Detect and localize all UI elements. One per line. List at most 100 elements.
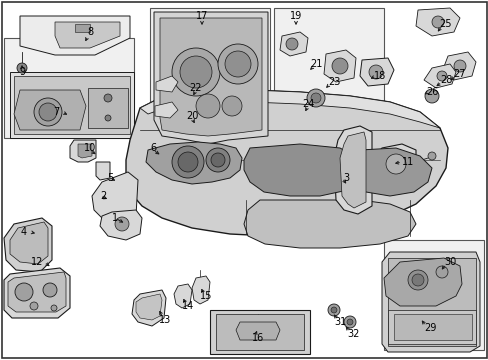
Circle shape [330,307,336,313]
Text: 1: 1 [112,213,118,223]
Circle shape [435,266,447,278]
Bar [209,310,309,354]
Polygon shape [136,294,162,320]
Circle shape [431,16,443,28]
Circle shape [285,38,297,50]
Polygon shape [415,8,459,36]
Circle shape [218,44,258,84]
Circle shape [407,270,427,290]
Polygon shape [280,32,307,56]
Polygon shape [423,64,455,88]
Text: 26: 26 [425,87,437,97]
Polygon shape [70,140,96,162]
Circle shape [180,56,212,88]
Polygon shape [174,284,192,308]
Text: 17: 17 [195,11,208,21]
Bar [216,314,304,350]
Text: 16: 16 [251,333,264,343]
Text: 30: 30 [443,257,455,267]
Polygon shape [339,132,365,208]
Polygon shape [88,88,128,128]
Polygon shape [154,12,267,144]
Circle shape [172,48,220,96]
Circle shape [17,63,27,73]
Bar [4,38,134,138]
Circle shape [306,89,325,107]
Circle shape [105,115,111,121]
Text: 5: 5 [107,173,113,183]
Circle shape [385,154,405,174]
Circle shape [51,305,57,311]
Text: 8: 8 [87,27,93,37]
Circle shape [310,93,320,103]
Text: 19: 19 [289,11,302,21]
Text: 6: 6 [150,143,156,153]
Polygon shape [20,16,130,55]
Polygon shape [10,72,134,138]
Text: 4: 4 [21,227,27,237]
Polygon shape [14,76,130,134]
Circle shape [172,146,203,178]
Circle shape [104,94,112,102]
Text: 31: 31 [333,317,346,327]
Text: 15: 15 [200,291,212,301]
Polygon shape [92,172,138,224]
Circle shape [34,98,62,126]
Circle shape [39,103,57,121]
Polygon shape [324,50,355,82]
Circle shape [210,153,224,167]
Circle shape [327,304,339,316]
Bar [273,8,383,116]
Text: 13: 13 [159,315,171,325]
Polygon shape [140,90,439,128]
Text: 28: 28 [439,75,451,85]
Circle shape [427,152,435,160]
Polygon shape [75,24,90,32]
Polygon shape [4,218,52,272]
Text: 27: 27 [453,69,465,79]
Circle shape [196,94,220,118]
Text: 22: 22 [189,83,202,93]
Bar [150,8,269,140]
Text: 2: 2 [100,191,106,201]
Circle shape [224,51,250,77]
Polygon shape [371,144,415,180]
Polygon shape [14,90,86,130]
Polygon shape [349,148,431,196]
Text: 12: 12 [31,257,43,267]
Circle shape [453,60,465,72]
Circle shape [346,319,352,325]
Polygon shape [126,90,447,236]
Polygon shape [8,272,66,312]
Circle shape [411,274,423,286]
Circle shape [205,148,229,172]
Polygon shape [146,142,242,184]
Text: 20: 20 [185,111,198,121]
Circle shape [436,71,446,81]
Polygon shape [96,162,110,180]
Bar [387,258,475,346]
Circle shape [178,152,198,172]
Circle shape [424,89,438,103]
Polygon shape [100,210,142,240]
Polygon shape [192,276,209,304]
Bar [383,240,483,350]
Circle shape [115,217,129,231]
Polygon shape [155,102,178,118]
Circle shape [15,283,33,301]
Circle shape [30,302,38,310]
Text: 18: 18 [373,71,386,81]
Text: 11: 11 [401,157,413,167]
Polygon shape [244,200,415,248]
Circle shape [331,58,347,74]
Text: 23: 23 [327,77,340,87]
Polygon shape [78,144,92,158]
Text: 29: 29 [423,323,435,333]
Polygon shape [387,310,475,344]
Text: 14: 14 [182,301,194,311]
Polygon shape [359,58,393,86]
Text: 10: 10 [84,143,96,153]
Polygon shape [160,18,262,136]
Text: 3: 3 [342,173,348,183]
Polygon shape [393,314,471,340]
